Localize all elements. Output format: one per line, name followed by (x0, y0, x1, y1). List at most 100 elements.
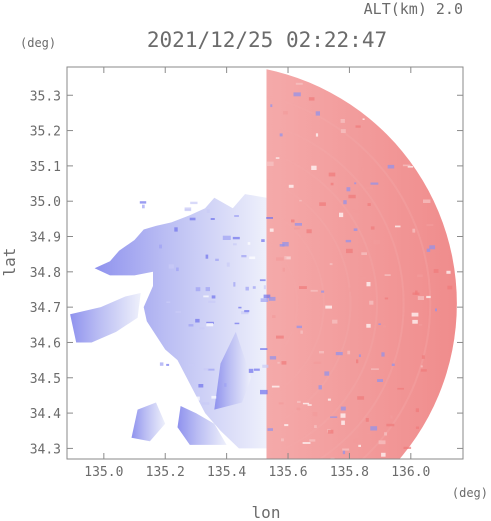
velocity-speckle (262, 364, 269, 368)
velocity-speckle (263, 285, 266, 290)
velocity-speckle (415, 426, 419, 429)
toward-velocity-region (214, 331, 252, 410)
velocity-speckle (325, 305, 332, 309)
plot-frame (66, 66, 464, 460)
velocity-speckle (201, 402, 210, 405)
velocity-speckle (310, 289, 318, 292)
velocity-speckle (297, 400, 301, 403)
velocity-speckle (241, 311, 249, 315)
velocity-speckle (288, 184, 294, 188)
range-ring (266, 122, 405, 459)
velocity-speckle (377, 379, 383, 382)
velocity-speckle (168, 264, 174, 269)
velocity-speckle (283, 111, 288, 115)
y-tick-label: 35.3 (30, 89, 61, 104)
velocity-speckle (370, 182, 379, 185)
velocity-speckle (208, 300, 216, 303)
velocity-speckle (275, 157, 280, 159)
x-tick-label: 136.0 (391, 465, 430, 480)
velocity-speckle (447, 285, 453, 290)
y-tick-label: 34.9 (30, 231, 61, 246)
velocity-speckle (233, 243, 237, 246)
velocity-speckle (207, 368, 215, 371)
x-unit-label: (deg) (452, 486, 488, 500)
velocity-speckle (346, 187, 351, 192)
range-ring (266, 239, 299, 368)
x-tick-label: 135.8 (330, 465, 369, 480)
velocity-speckle (282, 267, 285, 272)
velocity-speckle (300, 330, 303, 334)
velocity-speckle (366, 323, 371, 328)
velocity-speckle (311, 165, 317, 170)
velocity-speckle (356, 359, 359, 364)
plot-area (70, 69, 457, 459)
velocity-speckle (284, 424, 289, 427)
velocity-speckle (314, 425, 317, 428)
velocity-speckle (354, 182, 357, 185)
velocity-speckle (194, 396, 200, 401)
y-tick-label: 34.6 (30, 336, 61, 351)
velocity-speckle (206, 209, 210, 213)
velocity-speckle (358, 444, 361, 447)
velocity-speckle (358, 354, 361, 357)
velocity-speckle (211, 295, 216, 299)
velocity-speckle (247, 242, 251, 245)
velocity-speckle (371, 368, 379, 370)
velocity-speckle (284, 256, 291, 260)
velocity-speckle (384, 274, 391, 276)
velocity-speckle (381, 352, 385, 357)
velocity-speckle (381, 452, 386, 457)
velocity-speckle (340, 406, 346, 411)
velocity-speckle (395, 225, 401, 228)
velocity-speckle (348, 194, 356, 199)
velocity-speckle (174, 388, 179, 390)
velocity-speckle (378, 323, 381, 325)
velocity-speckle (205, 287, 210, 292)
velocity-speckle (295, 82, 303, 85)
x-axis: 135.0 135.2 135.4 135.6 135.8 136.0 (84, 67, 430, 480)
velocity-speckle (279, 244, 285, 247)
velocity-speckle (259, 279, 266, 282)
velocity-speckle (369, 300, 374, 305)
velocity-speckle (366, 421, 371, 425)
velocity-speckle (353, 210, 361, 213)
velocity-speckle (318, 385, 322, 390)
velocity-speckle (347, 350, 351, 355)
velocity-speckle (261, 239, 265, 242)
velocity-speckle (403, 446, 412, 449)
toward-velocity-region (177, 406, 227, 445)
chart-title: 2021/12/25 02:22:47 (147, 28, 387, 52)
velocity-speckle (319, 202, 326, 206)
velocity-speckle (278, 402, 284, 405)
velocity-speckle (268, 296, 276, 301)
velocity-speckle (205, 254, 209, 259)
velocity-speckle (293, 92, 301, 97)
toward-velocity-region (131, 402, 166, 442)
velocity-speckle (296, 407, 301, 411)
y-tick-label: 35.1 (30, 160, 61, 175)
y-tick-label: 34.4 (30, 407, 61, 422)
velocity-speckle (279, 133, 283, 137)
velocity-speckle (330, 182, 334, 186)
velocity-speckle (349, 287, 352, 292)
velocity-speckle (341, 420, 345, 425)
velocity-speckle (267, 161, 274, 166)
velocity-speckle (340, 413, 346, 418)
velocity-speckle (270, 104, 273, 108)
range-ring (266, 178, 352, 429)
velocity-speckle (241, 255, 247, 258)
velocity-speckle (429, 245, 436, 250)
velocity-speckle (260, 298, 269, 302)
velocity-speckle (407, 166, 413, 168)
velocity-speckle (362, 118, 365, 120)
velocity-speckle (386, 423, 395, 427)
velocity-speckle (342, 450, 346, 455)
velocity-speckle (188, 324, 194, 327)
velocity-speckle (269, 356, 277, 360)
velocity-speckle (420, 369, 427, 372)
velocity-speckle (195, 287, 201, 292)
velocity-speckle (245, 286, 249, 291)
x-axis-label: lon (252, 503, 281, 521)
velocity-speckle (360, 276, 367, 280)
